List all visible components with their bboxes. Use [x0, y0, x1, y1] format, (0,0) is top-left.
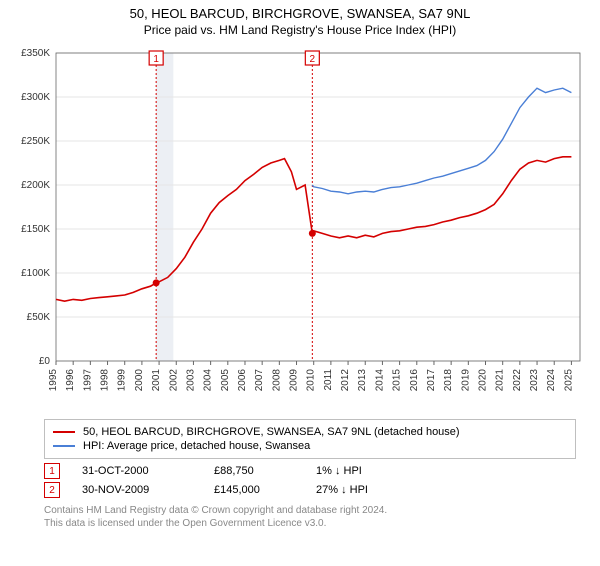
x-tick-label: 2017	[426, 369, 437, 392]
sale-hpi-diff: 1% ↓ HPI	[316, 465, 416, 477]
x-tick-label: 2024	[546, 369, 557, 392]
x-tick-label: 2018	[443, 369, 454, 392]
x-tick-label: 2025	[563, 369, 574, 392]
footer-line-2: This data is licensed under the Open Gov…	[44, 517, 576, 530]
x-tick-label: 2002	[168, 369, 179, 392]
x-tick-label: 2011	[323, 369, 334, 391]
legend-row: 50, HEOL BARCUD, BIRCHGROVE, SWANSEA, SA…	[53, 426, 567, 438]
sale-marker-label: 1	[153, 54, 159, 65]
chart-subtitle: Price paid vs. HM Land Registry's House …	[0, 23, 600, 37]
legend-label: 50, HEOL BARCUD, BIRCHGROVE, SWANSEA, SA…	[83, 426, 460, 438]
x-tick-label: 2020	[478, 369, 489, 392]
legend-label: HPI: Average price, detached house, Swan…	[83, 440, 310, 452]
x-tick-label: 2023	[529, 369, 540, 392]
sales-table: 1 31-OCT-2000 £88,750 1% ↓ HPI 2 30-NOV-2009 £…	[44, 463, 576, 498]
x-tick-label: 2003	[185, 369, 196, 392]
x-tick-label: 2010	[306, 369, 317, 392]
x-tick-label: 2001	[151, 369, 162, 392]
x-tick-label: 1996	[65, 369, 76, 392]
x-tick-label: 2015	[392, 369, 403, 392]
x-tick-label: 2022	[512, 369, 523, 392]
sale-date: 30-NOV-2009	[82, 484, 192, 496]
legend-box: 50, HEOL BARCUD, BIRCHGROVE, SWANSEA, SA…	[44, 419, 576, 459]
sale-row-marker: 2	[44, 482, 60, 498]
x-tick-label: 1999	[117, 369, 128, 392]
x-tick-label: 2013	[357, 369, 368, 392]
sale-date: 31-OCT-2000	[82, 465, 192, 477]
y-tick-label: £150K	[21, 224, 50, 235]
x-tick-label: 1995	[48, 369, 59, 392]
sale-row: 2 30-NOV-2009 £145,000 27% ↓ HPI	[44, 482, 576, 498]
y-tick-label: £50K	[27, 312, 51, 323]
plot-border	[56, 53, 580, 361]
footer-line-1: Contains HM Land Registry data © Crown c…	[44, 504, 576, 517]
sale-dot	[309, 230, 316, 237]
sale-row-marker: 1	[44, 463, 60, 479]
x-tick-label: 2014	[374, 369, 385, 392]
y-tick-label: £350K	[21, 48, 50, 59]
sale-row: 1 31-OCT-2000 £88,750 1% ↓ HPI	[44, 463, 576, 479]
y-tick-label: £0	[39, 356, 51, 367]
y-tick-label: £250K	[21, 136, 50, 147]
line-chart-svg: £0 £50K £100K £150K £200K £250K £300K £350K 1995…	[10, 43, 590, 413]
x-tick-label: 1998	[100, 369, 111, 392]
y-tick-label: £100K	[21, 268, 50, 279]
sale-hpi-diff: 27% ↓ HPI	[316, 484, 416, 496]
chart-container: 50, HEOL BARCUD, BIRCHGROVE, SWANSEA, SA…	[0, 6, 600, 566]
x-tick-label: 1997	[82, 369, 93, 392]
sale-marker-label: 2	[310, 54, 316, 65]
x-tick-label: 2006	[237, 369, 248, 392]
y-tick-label: £300K	[21, 92, 50, 103]
x-tick-label: 2004	[203, 369, 214, 392]
chart-plot-area: £0 £50K £100K £150K £200K £250K £300K £350K 1995…	[10, 43, 590, 413]
x-tick-label: 2016	[409, 369, 420, 392]
sale-price: £88,750	[214, 465, 294, 477]
highlight-band	[156, 53, 173, 361]
chart-title: 50, HEOL BARCUD, BIRCHGROVE, SWANSEA, SA…	[0, 6, 600, 21]
footer-attribution: Contains HM Land Registry data © Crown c…	[44, 504, 576, 530]
x-tick-label: 2007	[254, 369, 265, 392]
x-tick-label: 2012	[340, 369, 351, 392]
x-tick-label: 2000	[134, 369, 145, 392]
legend-swatch	[53, 445, 75, 447]
legend-swatch	[53, 431, 75, 433]
x-tick-label: 2005	[220, 369, 231, 392]
x-tick-label: 2008	[271, 369, 282, 392]
x-tick-label: 2021	[495, 369, 506, 392]
legend-row: HPI: Average price, detached house, Swan…	[53, 440, 567, 452]
sale-price: £145,000	[214, 484, 294, 496]
x-tick-label: 2009	[289, 369, 300, 392]
x-tick-label: 2019	[460, 369, 471, 392]
y-tick-label: £200K	[21, 180, 50, 191]
sale-dot	[153, 279, 160, 286]
